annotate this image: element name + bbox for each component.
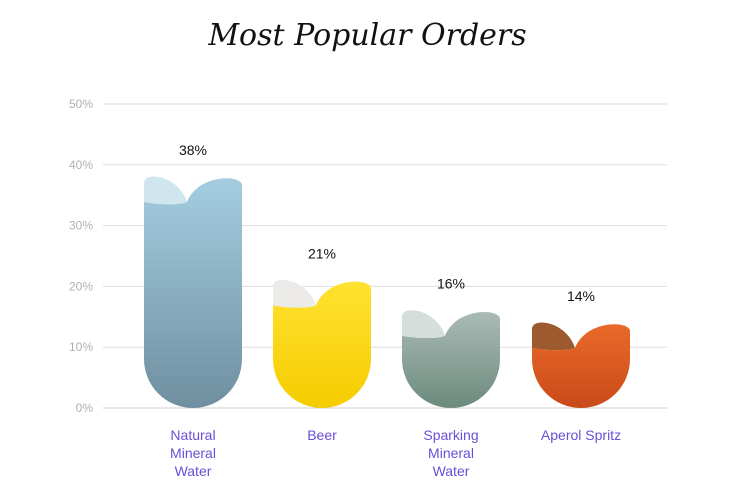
x-tick-label: Water xyxy=(175,463,212,479)
x-tick-label: Natural xyxy=(170,427,215,443)
x-tick-label: Mineral xyxy=(428,445,474,461)
bar xyxy=(144,178,242,408)
chart-title: Most Popular Orders xyxy=(208,18,527,53)
bar xyxy=(532,324,630,408)
x-tick-label: Beer xyxy=(307,427,337,443)
data-label: 14% xyxy=(567,288,595,304)
bar-top-cap xyxy=(402,310,445,339)
x-tick-label: Mineral xyxy=(170,445,216,461)
bar xyxy=(402,312,500,408)
bar xyxy=(273,281,371,408)
data-label: 16% xyxy=(437,276,465,292)
y-tick-label: 10% xyxy=(69,340,93,354)
data-label: 21% xyxy=(308,245,336,261)
data-label: 38% xyxy=(179,142,207,158)
y-tick-label: 30% xyxy=(69,219,93,233)
x-tick-label: Water xyxy=(433,463,470,479)
x-tick-label: Aperol Spritz xyxy=(541,427,621,443)
bar-top-cap xyxy=(532,322,575,351)
bar-top-cap xyxy=(144,176,187,205)
y-tick-label: 0% xyxy=(76,401,94,415)
bar-top-cap xyxy=(273,279,316,308)
y-tick-label: 40% xyxy=(69,158,93,172)
x-tick-label: Sparking xyxy=(423,427,478,443)
y-tick-label: 20% xyxy=(69,279,93,293)
y-tick-label: 50% xyxy=(69,97,93,111)
